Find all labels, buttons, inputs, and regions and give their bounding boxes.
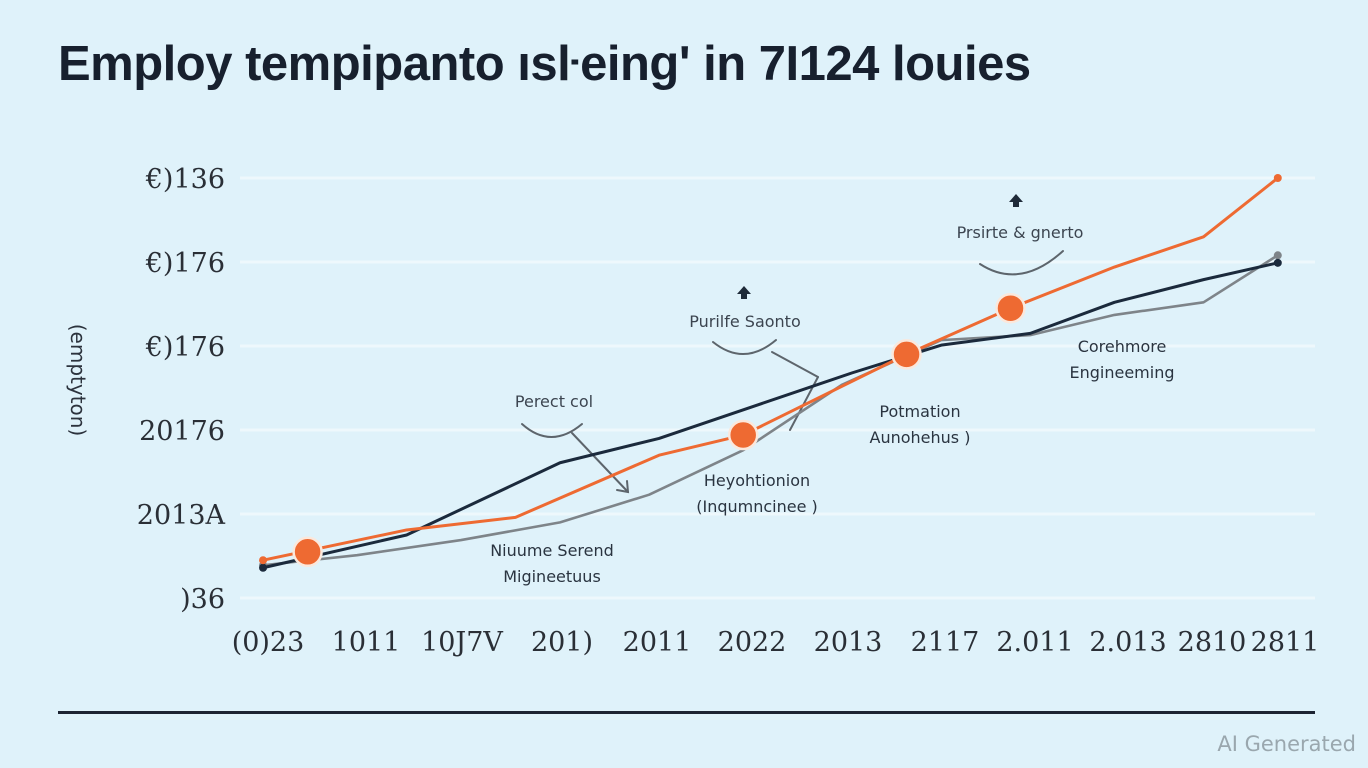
- y-tick-label: €)136: [145, 164, 225, 195]
- x-tick-label: 2810: [1178, 627, 1247, 658]
- x-tick-label: 2013: [814, 627, 883, 658]
- y-tick-label: €)176: [145, 248, 225, 279]
- x-tick-label: 2.013: [1089, 627, 1166, 658]
- annotation-corehmore-line2: Engineeming: [1069, 363, 1174, 382]
- annotation-corehmore-line1: Corehmore: [1078, 337, 1167, 356]
- y-tick-label: €)176: [145, 332, 225, 363]
- x-tick-label: 2022: [718, 627, 787, 658]
- ai-generated-watermark: AI Generated: [1217, 732, 1356, 756]
- annotation-purilfe: Purilfe Saonto: [689, 312, 801, 331]
- x-tick-label: 1011: [332, 627, 401, 658]
- chart-title: Employ tempipanto ısŀeing' in 7I124 loui…: [58, 37, 1031, 91]
- series-line-navy: [261, 261, 1280, 570]
- annotation-connectors: [521, 250, 1064, 494]
- perect-arrow: [571, 432, 629, 493]
- series-endpoint-navy: [259, 563, 268, 572]
- up-arrow-icon: [1009, 194, 1023, 207]
- series-line-orange: [261, 176, 1280, 562]
- series-lines: [259, 174, 1282, 572]
- y-tick-label: 2013A: [137, 500, 226, 531]
- perect-arrowhead: [616, 480, 630, 494]
- annotations: Perect col Purilfe Saonto Prsirte & gner…: [490, 223, 1174, 586]
- highlight-point[interactable]: [891, 339, 922, 370]
- x-tick-label: (0)23: [232, 627, 305, 658]
- x-tick-label: 2117: [911, 627, 980, 658]
- x-tick-label: 2.011: [996, 627, 1073, 658]
- annotation-prsirte: Prsirte & gnerto: [957, 223, 1084, 242]
- series-line-gray: [261, 253, 1280, 567]
- y-tick-label: )36: [180, 584, 225, 615]
- highlight-point[interactable]: [727, 419, 759, 451]
- annotation-potmation-line1: Potmation: [879, 402, 960, 421]
- annotation-niuume-line2: Migineetuus: [503, 567, 601, 586]
- purilfe-arrow: [771, 351, 819, 378]
- annotation-niuume-line1: Niuume Serend: [490, 541, 614, 560]
- up-arrow-icons: [737, 194, 1023, 299]
- y-tick-label: 20176: [139, 416, 225, 447]
- highlight-point[interactable]: [292, 536, 323, 568]
- series-endpoint-orange: [259, 556, 268, 565]
- series-endpoint-orange: [1273, 174, 1282, 182]
- x-tick-label: 2011: [623, 627, 692, 658]
- purilfe-bracket: [712, 339, 777, 355]
- highlight-points: [292, 292, 1026, 568]
- x-axis-ticks: (0)23 1011 10J7V 201) 2011 2022 2013 211…: [232, 627, 1320, 658]
- series-endpoint-navy: [1273, 258, 1282, 267]
- x-tick-label: 201): [531, 627, 593, 658]
- bottom-rule: [58, 711, 1315, 714]
- annotation-heyoh-line2: (Inqumncinee ): [696, 497, 818, 516]
- annotation-heyoh-line1: Heyohtionion: [704, 471, 810, 490]
- annotation-perect: Perect col: [515, 392, 593, 411]
- up-arrow-icon: [737, 286, 751, 299]
- annotation-potmation-line2: Aunohehus ): [870, 428, 971, 447]
- perect-bracket: [521, 423, 583, 438]
- prsirte-bracket: [979, 250, 1064, 276]
- y-axis-ticks: €)136 €)176 €)176 20176 2013A )36: [137, 164, 226, 615]
- series-endpoint-gray: [1273, 251, 1282, 260]
- highlight-point[interactable]: [995, 292, 1026, 324]
- x-tick-label: 10J7V: [421, 627, 503, 658]
- x-tick-label: 2811: [1251, 627, 1320, 658]
- gridlines: [240, 176, 1315, 600]
